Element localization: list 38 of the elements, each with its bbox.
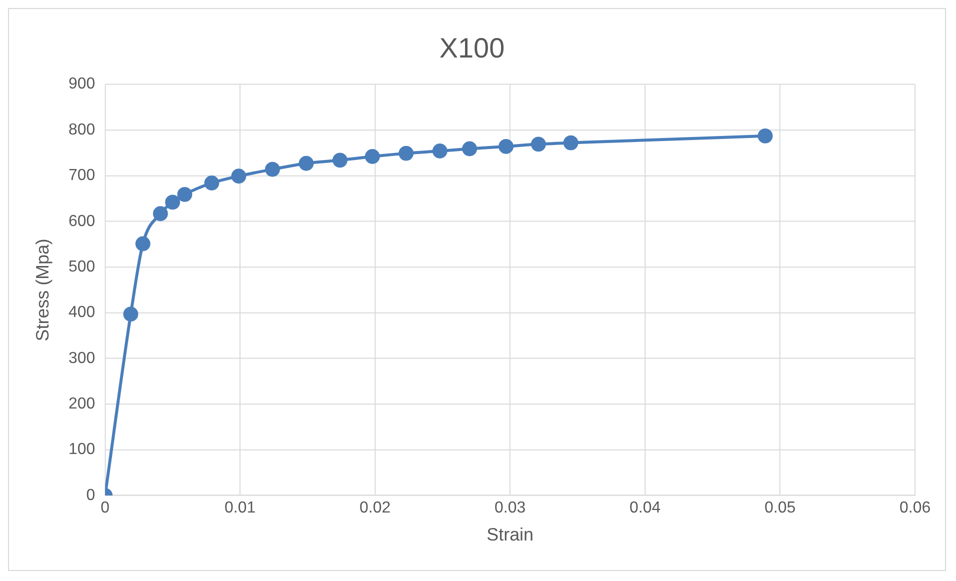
- point: [530, 136, 546, 152]
- point: [204, 176, 220, 190]
- point: [135, 236, 150, 252]
- point: [265, 162, 280, 177]
- point: [398, 146, 414, 161]
- y-tick-label: 800: [68, 121, 96, 138]
- chart-title: X100: [439, 32, 505, 64]
- y-tick-label: 100: [68, 441, 96, 458]
- point: [177, 186, 192, 202]
- x-axis-title: Strain: [486, 524, 534, 544]
- y-tick-label: 300: [68, 350, 96, 367]
- x-tick-label: 0.06: [900, 499, 931, 516]
- x-tick-label: 0.05: [764, 499, 796, 516]
- x-tick-label: 0.02: [360, 499, 391, 516]
- x-tick-label: 0.03: [494, 499, 526, 516]
- point: [123, 306, 138, 322]
- y-axis-title: Stress (Mpa): [32, 238, 53, 342]
- x-tick-label: 0.01: [224, 499, 256, 516]
- point: [364, 149, 380, 164]
- point: [432, 144, 448, 158]
- point: [462, 141, 478, 156]
- y-tick-label: 600: [68, 212, 96, 230]
- point: [332, 152, 348, 168]
- point: [563, 135, 578, 150]
- y-tick-label: 900: [68, 76, 96, 93]
- y-tick-label: 200: [68, 396, 96, 412]
- point: [231, 168, 246, 184]
- y-tick-label: 400: [68, 304, 96, 322]
- y-tick-label: 500: [68, 258, 96, 276]
- y-tick-label: 0: [86, 486, 96, 504]
- point: [758, 128, 773, 144]
- point: [152, 206, 168, 222]
- point: [165, 194, 180, 210]
- point: [498, 138, 514, 154]
- y-tick-label: 700: [68, 167, 96, 184]
- x-tick-label: 0: [100, 499, 110, 516]
- x-tick-label: 0.04: [630, 499, 661, 516]
- point: [298, 156, 314, 171]
